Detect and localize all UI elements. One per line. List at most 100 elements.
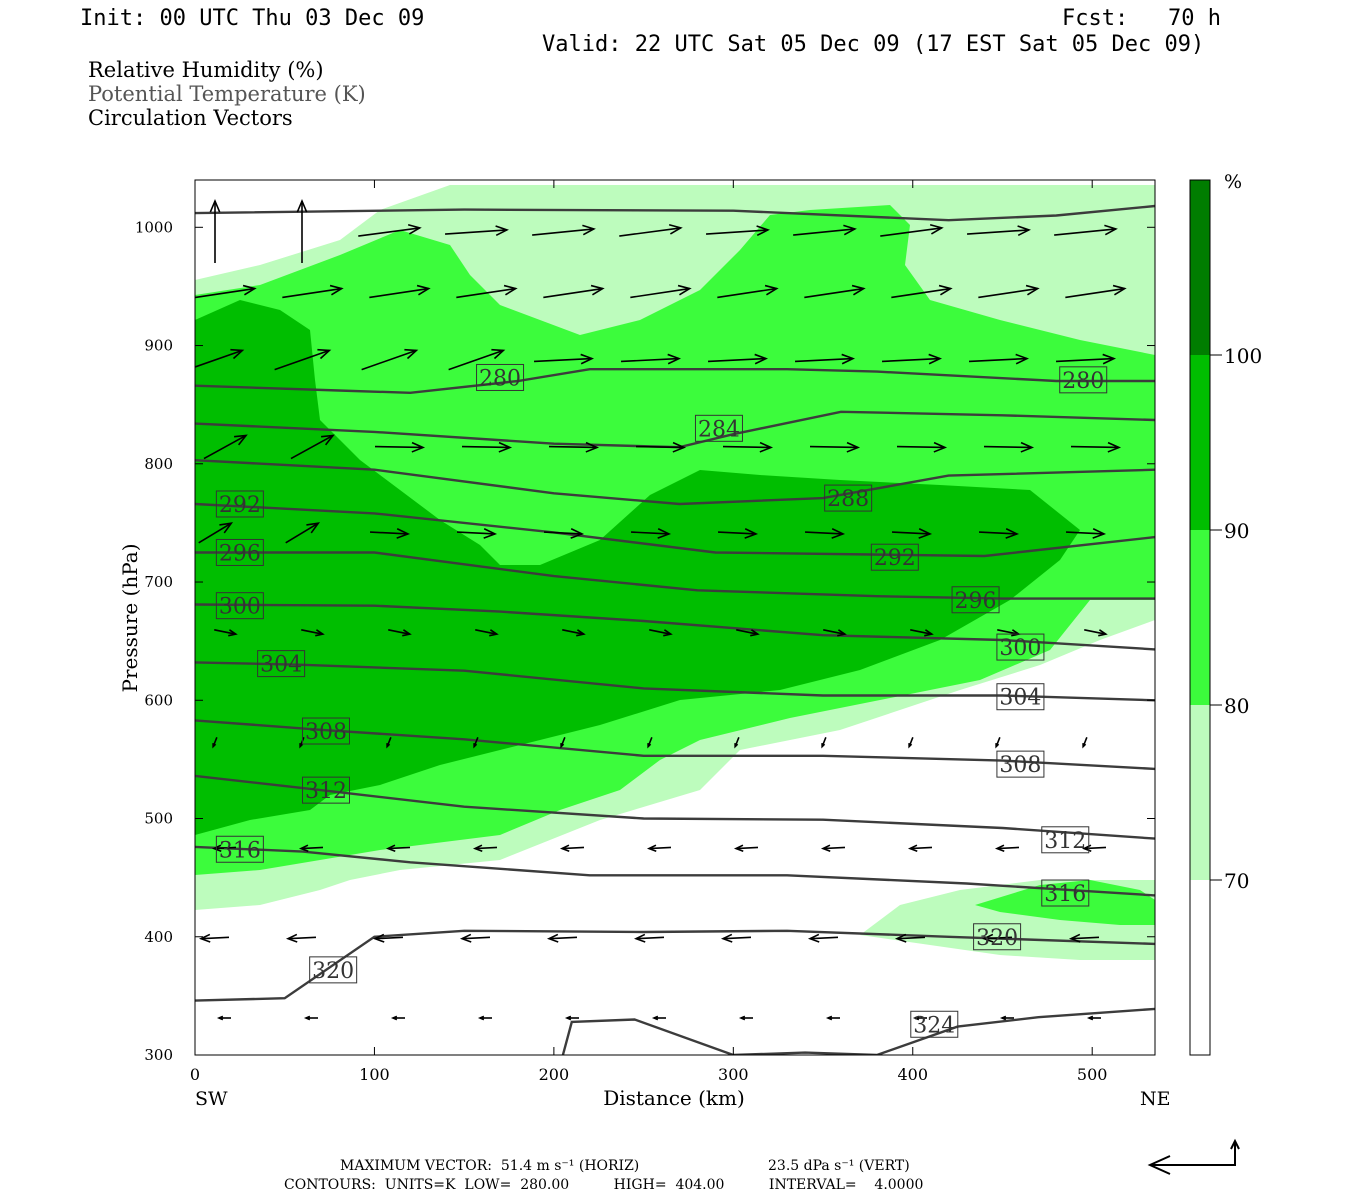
theta-contour-line (195, 551, 1155, 600)
theta-contour-label-text: 320 (312, 959, 354, 984)
circulation-vector (891, 528, 933, 539)
theta-contour-label-text: 316 (1044, 882, 1086, 907)
theta-contour-label: 304 (257, 650, 306, 678)
circulation-vector (456, 284, 518, 299)
circulation-vector (301, 629, 325, 637)
circulation-vector (543, 528, 585, 539)
x-tick-label: 300 (718, 1065, 749, 1084)
colorbar-frame (1189, 179, 1211, 1056)
circulation-vector (880, 223, 944, 237)
circulation-vector (1086, 1015, 1101, 1021)
colorbar-label-100: 100 (1224, 344, 1262, 368)
circulation-vector (720, 933, 752, 943)
circulation-vector (807, 933, 839, 943)
circulation-vector (706, 225, 770, 237)
circulation-vector (475, 629, 499, 637)
circulation-vector (285, 933, 317, 943)
theta-contour-line (195, 929, 1155, 1002)
circulation-vector (546, 933, 578, 943)
circulation-vector (298, 844, 324, 852)
circulation-vector (195, 284, 257, 299)
theta-contour-label: 292 (870, 543, 919, 571)
colorbar-band-100 (1190, 180, 1210, 355)
circulation-vector (1054, 224, 1118, 236)
reference-vector-icon (1147, 1138, 1240, 1175)
colorbar-band-below70 (1190, 880, 1210, 1055)
circulation-vector (733, 844, 759, 852)
circulation-vector (477, 1015, 492, 1021)
theta-contour-label-text: 304 (260, 653, 302, 678)
theta-contour-line (195, 661, 1155, 702)
circulation-vector (978, 528, 1020, 539)
circulation-vector (548, 441, 600, 453)
circulation-vector (1065, 528, 1107, 539)
circulation-vector (1065, 284, 1127, 299)
rh-80-shading-low (975, 880, 1155, 925)
circulation-vector (635, 441, 687, 453)
theta-contour-label: 312 (1041, 826, 1090, 854)
theta-contour-label-text: 292 (874, 546, 916, 571)
circulation-vector (896, 441, 948, 453)
theta-contour-label-text: 300 (999, 636, 1041, 661)
x-axis-title: Distance (km) (603, 1086, 745, 1110)
theta-contour-label: 316 (1041, 879, 1090, 907)
theta-contour-label-text: 280 (479, 366, 521, 391)
colorbar-unit: % (1224, 171, 1242, 193)
circulation-vector (738, 1015, 753, 1021)
circulation-vector (282, 284, 344, 299)
init-time: Init: 00 UTC Thu 03 Dec 09 (80, 6, 425, 31)
circulation-vector (649, 629, 673, 637)
circulation-vector (999, 1015, 1014, 1021)
theta-contour-label-text: 296 (219, 541, 261, 566)
circulation-vector (198, 933, 230, 943)
theta-contour-label-text: 312 (1044, 829, 1086, 854)
theta-contour-label: 308 (301, 717, 350, 745)
theta-contour-label: 280 (476, 363, 525, 391)
circulation-vector (385, 844, 411, 852)
theta-contour-label: 280 (1059, 366, 1108, 394)
max-vector-horiz: MAXIMUM VECTOR: 51.4 m s⁻¹ (HORIZ) (340, 1158, 640, 1174)
circulation-vector (390, 1015, 405, 1021)
circulation-vector (543, 284, 605, 299)
theta-contour-label-text: 292 (219, 493, 261, 518)
y-tick-label: 600 (144, 691, 173, 709)
circulation-vector (358, 223, 422, 237)
circulation-vector (209, 198, 221, 263)
theta-contour-label: 292 (215, 490, 264, 518)
circulation-vector (894, 933, 926, 943)
x-tick-label: 400 (897, 1065, 928, 1084)
circulation-vector (823, 629, 847, 637)
theta-contour-label-text: 280 (1062, 369, 1104, 394)
circulation-vector (651, 1015, 666, 1021)
circulation-vector (891, 284, 953, 299)
theta-contour-label: 284 (694, 414, 743, 442)
circulation-vector (198, 522, 234, 544)
circulation-vector (456, 528, 498, 539)
theta-contour-line (195, 368, 1155, 395)
circulation-vector (1084, 629, 1108, 637)
circulation-vector (211, 844, 237, 852)
circulation-vector (195, 348, 245, 368)
circulation-vector (473, 737, 479, 749)
circulation-vector (717, 528, 759, 539)
circulation-vector (369, 284, 431, 299)
circulation-vector (1068, 933, 1100, 943)
circulation-vector (907, 844, 933, 852)
theta-contour-label: 320 (973, 923, 1022, 951)
circulation-vector (203, 434, 248, 460)
valid-time: Valid: 22 UTC Sat 05 Dec 09 (17 EST Sat … (542, 32, 1205, 57)
circulation-vector (216, 1015, 231, 1021)
circulation-vector (647, 737, 653, 749)
circulation-vector (459, 933, 491, 943)
theta-contour-line (561, 1007, 1155, 1055)
circulation-vector (809, 441, 861, 453)
y-tick-label: 500 (144, 810, 173, 828)
x-tick-label: 0 (190, 1065, 200, 1084)
x-tick-label: 100 (359, 1065, 390, 1084)
title-relative-humidity: Relative Humidity (%) (88, 58, 324, 82)
theta-contour-label-text: 308 (999, 753, 1041, 778)
circulation-vector (386, 737, 392, 749)
circulation-vector (445, 225, 509, 237)
circulation-vector (967, 225, 1031, 237)
